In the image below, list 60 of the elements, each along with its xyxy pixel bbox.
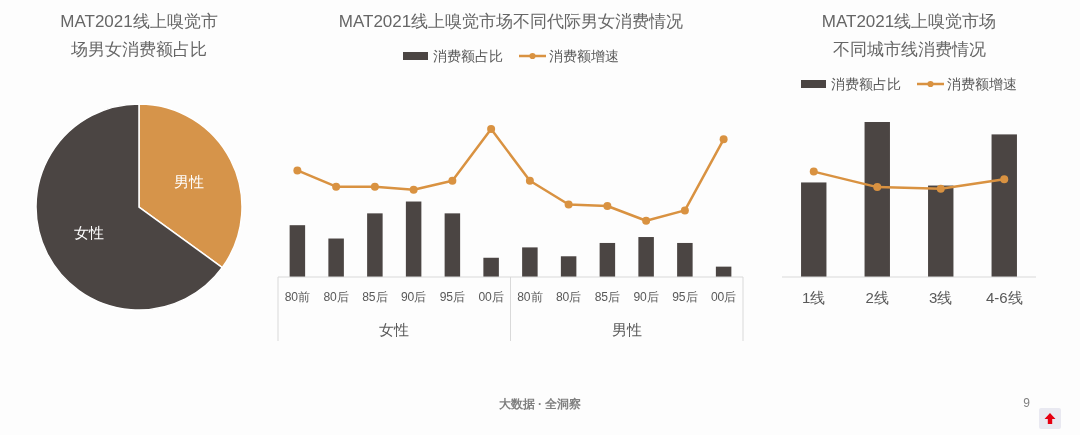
bar [328, 238, 344, 277]
slice-label: 男性 [174, 172, 205, 190]
legend-label: 消费额占比 [433, 48, 503, 64]
point [680, 206, 689, 215]
x-tick-label: 80前 [517, 290, 543, 304]
bar [522, 247, 538, 277]
bar [991, 134, 1017, 277]
slice-label: 女性 [73, 224, 104, 242]
bar [444, 213, 461, 277]
legend-label: 消费额占比 [831, 76, 901, 92]
bar [928, 185, 954, 277]
x-tick-label: 2线 [865, 288, 889, 306]
text: 9 [1023, 396, 1031, 410]
bar [405, 201, 422, 277]
bar [367, 213, 383, 277]
chart-title: MAT2021线上嗅觉市场男女消费额占比 [60, 12, 218, 59]
text: 女性 [379, 320, 410, 338]
bar [677, 242, 693, 277]
point [564, 200, 573, 209]
point [332, 182, 341, 191]
x-tick-label: 80后 [323, 290, 349, 304]
bar [289, 225, 306, 277]
chart-title: MAT2021线上嗅觉市场不同城市线消费情况 [821, 12, 997, 59]
x-tick-label: 80前 [284, 290, 311, 304]
x-tick-label: 80后 [555, 290, 582, 304]
point [809, 167, 818, 176]
bar [599, 242, 616, 277]
point [1000, 175, 1009, 184]
point [525, 176, 534, 185]
x-tick-label: 00后 [710, 290, 737, 304]
point [936, 184, 945, 193]
bar [801, 182, 827, 277]
point [293, 166, 302, 175]
bar [864, 122, 890, 277]
point [448, 176, 457, 185]
text: 男性 [611, 320, 642, 338]
x-tick-label: 90后 [400, 290, 427, 304]
x-tick-label: 1线 [802, 288, 826, 306]
point [642, 216, 651, 225]
legend-label: 消费额增速 [947, 76, 1017, 92]
x-tick-label: 3线 [929, 288, 953, 306]
chart-title: MAT2021线上嗅觉市场不同代际男女消费情况 [338, 12, 684, 31]
point [719, 135, 728, 144]
bar [483, 257, 499, 277]
legend-label: 消费额增速 [549, 48, 619, 64]
bar [560, 256, 577, 277]
point [409, 185, 418, 194]
bar [638, 237, 654, 277]
point [370, 182, 379, 191]
x-tick-label: 95后 [672, 290, 698, 304]
x-tick-label: 4-6线 [985, 288, 1023, 306]
point [873, 183, 882, 192]
x-tick-label: 95后 [439, 290, 466, 304]
point [487, 125, 496, 133]
x-tick-label: 85后 [594, 290, 621, 304]
x-tick-label: 85后 [362, 290, 388, 304]
text: 大数据 · 全洞察 [498, 397, 582, 411]
point [603, 201, 612, 210]
x-tick-label: 00后 [478, 290, 504, 304]
x-tick-label: 90后 [633, 290, 659, 304]
